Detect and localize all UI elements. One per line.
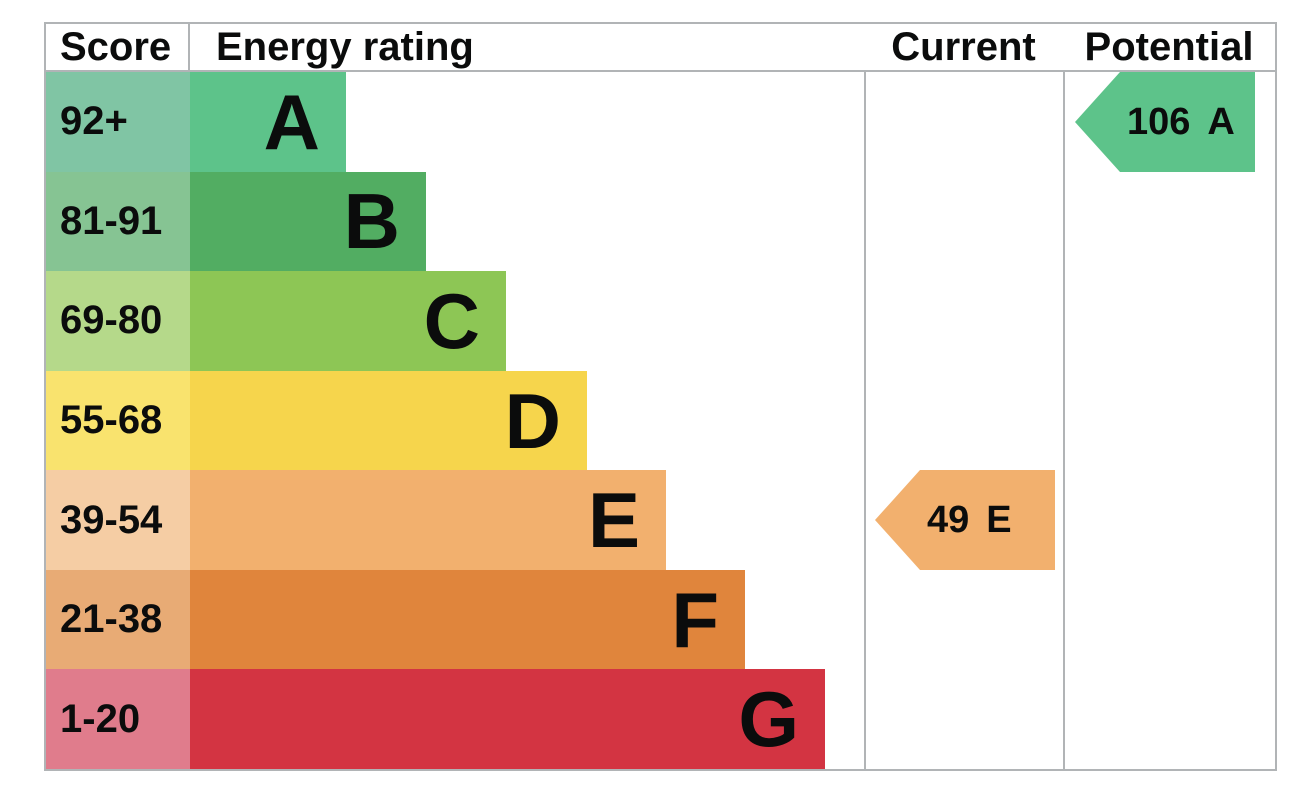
band-rows: 92+ A 81-91 B 69-80 C 55-68 D 39-54 E 21…	[46, 72, 1275, 770]
energy-rating-bar: E	[190, 470, 666, 570]
band-row-b: 81-91 B	[46, 171, 1275, 272]
energy-rating-bar: A	[190, 72, 346, 172]
band-letter: A	[263, 77, 320, 166]
band-row-d: 55-68 D	[46, 370, 1275, 471]
column-header-score: Score	[46, 24, 190, 70]
score-range-cell: 55-68	[46, 370, 190, 471]
band-row-g: 1-20 G	[46, 669, 1275, 770]
band-letter: E	[587, 476, 640, 565]
score-range-cell: 81-91	[46, 171, 190, 272]
band-letter: G	[738, 675, 799, 764]
energy-rating-bar: F	[190, 569, 745, 670]
column-header-potential: Potential	[1084, 24, 1254, 69]
energy-rating-bar: G	[190, 669, 825, 770]
band-row-f: 21-38 F	[46, 569, 1275, 670]
potential-score-value: 106	[1127, 101, 1191, 143]
band-row-e: 39-54 E	[46, 470, 1275, 570]
column-header-current: Current	[891, 24, 1036, 69]
band-letter: C	[423, 276, 480, 365]
energy-rating-bar: D	[190, 370, 587, 471]
score-range-cell: 21-38	[46, 569, 190, 670]
current-column-divider	[864, 24, 866, 769]
potential-column-divider	[1063, 24, 1065, 769]
band-letter: F	[671, 575, 719, 664]
score-range-cell: 39-54	[46, 470, 190, 570]
band-letter: B	[343, 177, 400, 266]
score-range-cell: 1-20	[46, 669, 190, 770]
potential-band-letter: A	[1207, 101, 1235, 143]
score-range-cell: 69-80	[46, 271, 190, 371]
score-range-cell: 92+	[46, 72, 190, 172]
current-band-letter: E	[986, 499, 1012, 541]
energy-rating-bar: C	[190, 271, 506, 371]
energy-rating-bar: B	[190, 171, 426, 272]
current-score-value: 49	[927, 499, 970, 541]
header-row: Score Energy rating Current Potential	[46, 24, 1275, 72]
epc-rating-table: Score Energy rating Current Potential 92…	[44, 22, 1277, 771]
band-row-c: 69-80 C	[46, 271, 1275, 371]
band-letter: D	[504, 376, 561, 465]
column-header-energy-rating: Energy rating	[216, 24, 474, 69]
band-row-a: 92+ A	[46, 72, 1275, 172]
